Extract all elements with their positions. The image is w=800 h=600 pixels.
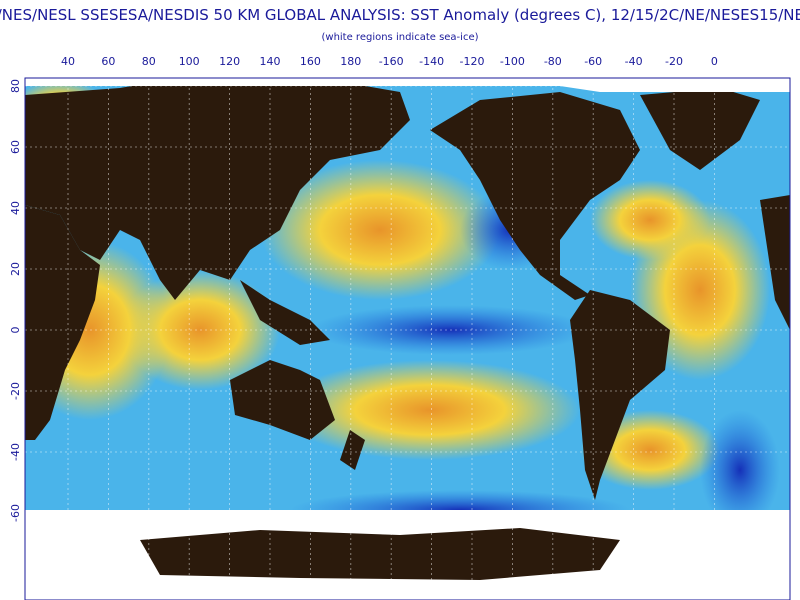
lon-tick-label: 140 (260, 55, 281, 68)
land (25, 78, 790, 500)
lon-tick-label: 0 (711, 55, 718, 68)
lon-tick-label: -160 (379, 55, 404, 68)
lat-tick-label: 80 (9, 79, 22, 93)
antarctica (140, 528, 620, 580)
map-body (25, 78, 790, 600)
lon-tick-label: -120 (460, 55, 485, 68)
lon-tick-label: -80 (544, 55, 562, 68)
lat-tick-label: -20 (9, 382, 22, 400)
lon-tick-label: -60 (584, 55, 602, 68)
graticule (25, 78, 790, 600)
lat-tick-label: 0 (9, 327, 22, 334)
map-frame (24, 77, 791, 600)
lon-tick-label: 60 (101, 55, 115, 68)
lon-tick-label: -140 (419, 55, 444, 68)
lon-tick-label: -20 (665, 55, 683, 68)
lon-tick-label: 160 (300, 55, 321, 68)
lon-tick-label: 40 (61, 55, 75, 68)
lon-tick-label: 120 (219, 55, 240, 68)
tick-labels: 40 60 80 100 120 140 160 180 -160 -140 -120 -100 -80… (9, 55, 718, 522)
lat-tick-label: -40 (9, 443, 22, 461)
lon-tick-label: 100 (179, 55, 200, 68)
map-subtitle: (white regions indicate sea-ice) (321, 32, 478, 43)
lat-tick-label: 40 (9, 201, 22, 215)
lat-tick-label: 20 (9, 262, 22, 276)
lon-tick-label: 180 (340, 55, 361, 68)
map-title: A/NES/NESL SSESESA/NESDIS 50 KM GLOBAL A… (0, 6, 800, 24)
lon-tick-label: 80 (142, 55, 156, 68)
lon-tick-label: -40 (625, 55, 643, 68)
lon-tick-label: -100 (500, 55, 525, 68)
lat-tick-label: 60 (9, 140, 22, 154)
lat-tick-label: -60 (9, 504, 22, 522)
